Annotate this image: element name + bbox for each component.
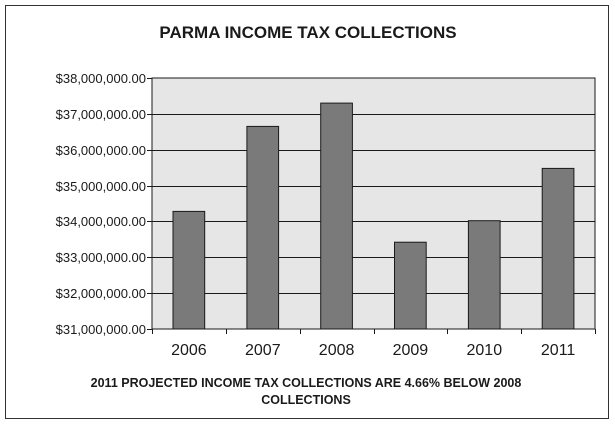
x-tick-label: 2008 [319,342,355,359]
bar [541,167,575,330]
chart-title: PARMA INCOME TAX COLLECTIONS [159,23,456,42]
y-axis: $31,000,000.00 $32,000,000.00 $33,000,000.… [56,71,152,337]
chart-frame: PARMA INCOME TAX COLLECTIONS $31,000,000… [5,5,609,419]
y-tick-label: $37,000,000.00 [56,107,146,122]
footnote-line-2: COLLECTIONS [261,393,351,407]
y-tick-label: $33,000,000.00 [56,250,146,265]
plot-area [151,77,596,330]
bar [394,241,427,330]
y-tick-label: $38,000,000.00 [56,71,146,86]
bar [467,220,501,330]
y-tick-label: $36,000,000.00 [56,143,146,158]
y-tick-label: $31,000,000.00 [56,322,146,337]
bars [172,102,575,330]
x-tick-label: 2010 [467,342,503,359]
bar [172,210,206,330]
bar [320,102,353,330]
x-tick-label: 2007 [245,342,281,359]
bar [246,125,280,330]
y-tick-label: $32,000,000.00 [56,286,146,301]
x-axis: 2006 2007 2008 2009 2010 2011 [152,329,596,359]
x-tick-label: 2009 [393,342,429,359]
bar-chart: PARMA INCOME TAX COLLECTIONS $31,000,000… [56,23,596,407]
y-tick-label: $35,000,000.00 [56,179,146,194]
x-tick-label: 2011 [541,342,576,359]
gridlines [152,114,595,294]
x-tick-label: 2006 [171,342,207,359]
footnote-line-1: 2011 PROJECTED INCOME TAX COLLECTIONS AR… [91,376,522,390]
y-tick-label: $34,000,000.00 [56,214,146,229]
